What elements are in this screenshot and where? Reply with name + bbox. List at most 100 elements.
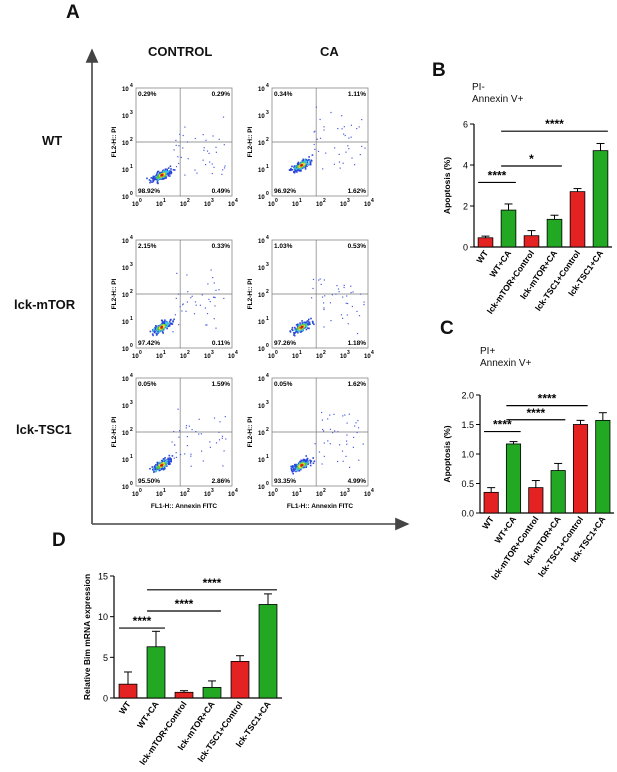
flow-dot xyxy=(331,294,333,296)
flow-dot xyxy=(222,169,224,171)
flow-dot xyxy=(342,460,344,462)
flow-dot xyxy=(298,325,300,328)
significance-label-0: **** xyxy=(133,614,152,628)
flow-dot xyxy=(153,467,155,470)
flow-dot xyxy=(165,464,167,467)
flow-dot xyxy=(308,327,310,330)
y-tick-exponent: 2 xyxy=(130,427,133,433)
flow-dot xyxy=(293,171,296,174)
significance-label-1: **** xyxy=(175,597,194,611)
flow-dot xyxy=(225,438,227,440)
flow-dot xyxy=(163,468,165,470)
flow-dot xyxy=(169,457,171,459)
flow-dot xyxy=(218,138,220,140)
flow-dot xyxy=(206,313,209,315)
flow-dot xyxy=(330,111,332,114)
flow-dot xyxy=(159,330,162,332)
flow-dot xyxy=(158,172,161,175)
y-tick-label: 6 xyxy=(463,120,468,130)
x-tick-exponent: 2 xyxy=(187,488,190,494)
quadrant-upper-left: 1.03% xyxy=(274,243,293,250)
flow-dot xyxy=(153,179,155,181)
flow-dot xyxy=(201,450,203,452)
flow-dot xyxy=(223,144,225,146)
flow-dot xyxy=(325,152,327,154)
flow-dot xyxy=(354,164,356,166)
flow-dot xyxy=(155,467,158,470)
flow-dot xyxy=(185,427,187,429)
flow-dot xyxy=(169,175,171,177)
y-tick-exponent: 0 xyxy=(266,343,269,349)
flow-dot xyxy=(307,461,309,463)
flow-dot xyxy=(290,467,293,470)
flow-dot xyxy=(219,421,221,423)
x-tick-base: 10 xyxy=(204,354,211,360)
flow-dot xyxy=(310,317,312,320)
y-tick-base: 10 xyxy=(258,293,265,299)
y-tick-label: 2 xyxy=(463,202,468,212)
flow-dot xyxy=(214,296,216,299)
y-tick-exponent: 4 xyxy=(130,373,133,379)
flow-dot xyxy=(159,325,162,327)
flow-dot xyxy=(155,469,158,472)
flow-dot xyxy=(343,286,345,289)
flow-dot xyxy=(152,175,155,178)
y-tick-exponent: 1 xyxy=(266,164,269,170)
quadrant-upper-right: 1.59% xyxy=(212,381,231,388)
flow-dot xyxy=(155,332,158,335)
x-tick-base: 10 xyxy=(364,354,371,360)
flow-dot xyxy=(156,331,159,334)
flow-dot xyxy=(156,326,159,328)
flow-dot xyxy=(303,458,306,461)
flow-dot xyxy=(312,457,314,459)
flow-dot xyxy=(158,325,160,327)
y-tick-base: 10 xyxy=(122,87,129,93)
flow-dot xyxy=(311,154,314,156)
flow-dot xyxy=(154,328,156,331)
flow-dot xyxy=(306,162,309,164)
flow-dot xyxy=(309,464,312,467)
flow-dot xyxy=(310,160,313,162)
flow-dot xyxy=(165,177,167,179)
y-tick-base: 10 xyxy=(122,347,129,353)
quadrant-upper-right: 1.11% xyxy=(348,91,366,98)
significance-label-1: **** xyxy=(526,406,545,420)
x-tick-exponent: 3 xyxy=(211,198,214,204)
flow-dot xyxy=(357,427,360,429)
flow-dot xyxy=(337,128,339,130)
flow-dot xyxy=(289,169,292,172)
flow-dot xyxy=(308,156,310,158)
flow-plot-r2-c1: 0.05% 1.62%93.35% 4.99%1001001011011021021… xyxy=(247,373,374,510)
flow-dot xyxy=(323,308,325,311)
flow-dot xyxy=(167,458,169,460)
flow-dot xyxy=(361,119,363,121)
flow-dot xyxy=(309,462,312,464)
flow-dot xyxy=(159,178,161,180)
y-tick-exponent: 1 xyxy=(130,316,133,322)
flow-dot xyxy=(224,416,226,418)
flow-dot xyxy=(294,468,297,470)
flow-dot xyxy=(354,425,356,427)
flow-dot xyxy=(321,296,324,298)
flow-dot xyxy=(301,167,304,169)
flow-dot xyxy=(168,460,171,463)
y-tick-exponent: 1 xyxy=(266,316,269,322)
y-tick-base: 10 xyxy=(122,293,129,299)
flow-dot xyxy=(360,293,362,295)
flow-dot xyxy=(350,285,352,287)
flow-dot xyxy=(294,463,296,466)
y-tick-base: 10 xyxy=(122,168,129,174)
flow-dot xyxy=(296,171,298,173)
flow-dot xyxy=(295,168,298,170)
flow-dot xyxy=(172,331,174,333)
flow-dot xyxy=(298,330,301,333)
category-label-0: WT xyxy=(474,248,490,265)
flow-dot xyxy=(166,325,168,328)
column-header-control: CONTROL xyxy=(148,44,213,59)
flow-dot xyxy=(169,458,171,460)
flow-dot xyxy=(196,172,198,174)
x-tick-exponent: 4 xyxy=(235,198,238,204)
flow-dot xyxy=(297,327,299,330)
flow-dot xyxy=(334,147,336,149)
quadrant-lower-right: 2.86% xyxy=(212,478,231,485)
